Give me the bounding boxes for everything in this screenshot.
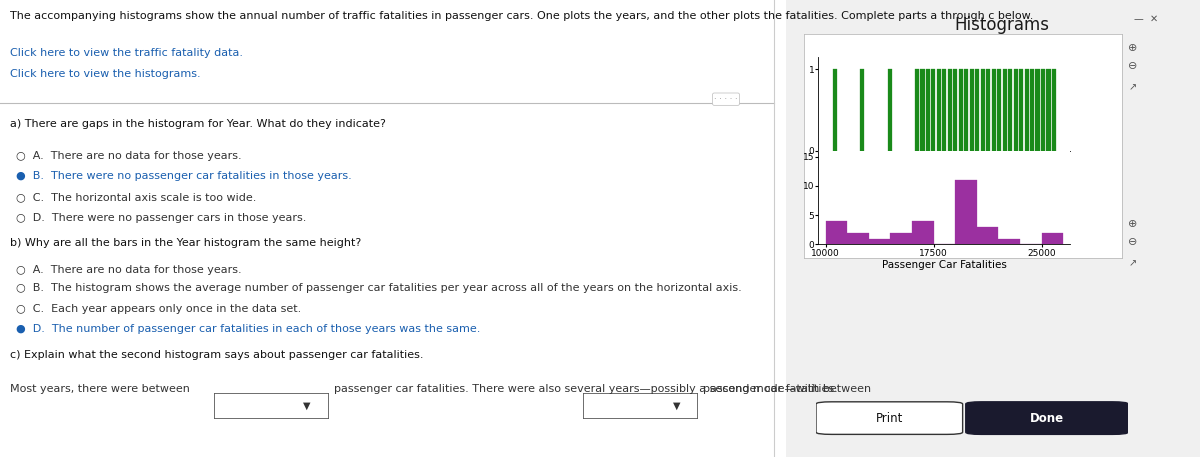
Bar	[1014, 69, 1018, 151]
Bar	[959, 69, 962, 151]
Text: ○  D.  There were no passenger cars in those years.: ○ D. There were no passenger cars in tho…	[16, 213, 306, 223]
Bar	[1019, 69, 1024, 151]
Bar	[912, 221, 934, 244]
Bar	[914, 69, 919, 151]
Text: Histograms: Histograms	[954, 16, 1050, 34]
FancyBboxPatch shape	[966, 402, 1128, 434]
Bar	[920, 69, 924, 151]
Bar	[1036, 69, 1039, 151]
Bar	[948, 69, 952, 151]
Text: ●  B.  There were no passenger car fatalities in those years.: ● B. There were no passenger car fatalit…	[16, 171, 352, 181]
Bar	[1030, 69, 1034, 151]
Bar	[997, 69, 1001, 151]
Text: ⊖: ⊖	[1128, 61, 1138, 71]
Text: ↗: ↗	[1129, 258, 1136, 268]
Bar	[1040, 69, 1045, 151]
Text: a) There are gaps in the histogram for Year. What do they indicate?: a) There are gaps in the histogram for Y…	[10, 119, 385, 129]
Text: Click here to view the traffic fatality data.: Click here to view the traffic fatality …	[10, 48, 242, 58]
Text: ○  A.  There are no data for those years.: ○ A. There are no data for those years.	[16, 265, 241, 275]
Text: b) Why are all the bars in the Year histogram the same height?: b) Why are all the bars in the Year hist…	[10, 238, 361, 248]
Bar	[869, 239, 890, 244]
Bar	[860, 69, 864, 151]
Text: ⊖: ⊖	[1128, 237, 1138, 247]
Text: Print: Print	[876, 412, 904, 425]
Bar	[833, 69, 836, 151]
Text: c) Explain what the second histogram says about passenger car fatalities.: c) Explain what the second histogram say…	[10, 350, 424, 360]
Bar	[955, 180, 977, 244]
Bar	[826, 221, 847, 244]
Text: ▼: ▼	[672, 401, 680, 410]
Bar	[937, 69, 941, 151]
Bar	[980, 69, 985, 151]
Text: ⊕: ⊕	[1128, 43, 1138, 53]
FancyBboxPatch shape	[816, 402, 962, 434]
Text: ○  A.  There are no data for those years.: ○ A. There are no data for those years.	[16, 151, 241, 161]
Bar	[1042, 233, 1063, 244]
Text: ●  D.  The number of passenger car fatalities in each of those years was the sam: ● D. The number of passenger car fatalit…	[16, 324, 480, 335]
Bar	[998, 239, 1020, 244]
Bar	[1046, 69, 1050, 151]
Bar	[931, 69, 936, 151]
Bar	[986, 69, 990, 151]
Bar	[942, 69, 947, 151]
Text: · · · · ·: · · · · ·	[714, 95, 738, 104]
Bar	[965, 69, 968, 151]
Bar	[953, 69, 958, 151]
Bar	[847, 233, 869, 244]
Bar	[970, 69, 974, 151]
Text: passenger car fatalities.: passenger car fatalities.	[703, 384, 838, 394]
Text: Done: Done	[1030, 412, 1064, 425]
Text: Click here to view the histograms.: Click here to view the histograms.	[10, 69, 200, 79]
Text: ○  B.  The histogram shows the average number of passenger car fatalities per ye: ○ B. The histogram shows the average num…	[16, 283, 742, 293]
Bar	[1025, 69, 1028, 151]
Bar	[991, 69, 996, 151]
Text: ○  C.  The horizontal axis scale is too wide.: ○ C. The horizontal axis scale is too wi…	[16, 192, 256, 202]
Bar	[1052, 69, 1056, 151]
Text: ○  C.  Each year appears only once in the data set.: ○ C. Each year appears only once in the …	[16, 304, 301, 314]
Bar	[890, 233, 912, 244]
Bar	[888, 69, 892, 151]
Bar	[1003, 69, 1007, 151]
X-axis label: Passenger Car Fatalities: Passenger Car Fatalities	[882, 260, 1007, 271]
Text: passenger car fatalities. There were also several years—possibly a second mode—w: passenger car fatalities. There were als…	[334, 384, 871, 394]
X-axis label: Year: Year	[934, 167, 955, 177]
Bar	[977, 227, 998, 244]
Text: ▼: ▼	[302, 401, 311, 410]
Bar	[1008, 69, 1012, 151]
Text: The accompanying histograms show the annual number of traffic fatalities in pass: The accompanying histograms show the ann…	[10, 11, 1033, 21]
Text: ↗: ↗	[1129, 82, 1136, 92]
Bar	[976, 69, 979, 151]
Text: Most years, there were between: Most years, there were between	[10, 384, 190, 394]
Text: ⊕: ⊕	[1128, 219, 1138, 229]
Bar	[926, 69, 930, 151]
Text: —  ✕: — ✕	[1134, 14, 1158, 24]
